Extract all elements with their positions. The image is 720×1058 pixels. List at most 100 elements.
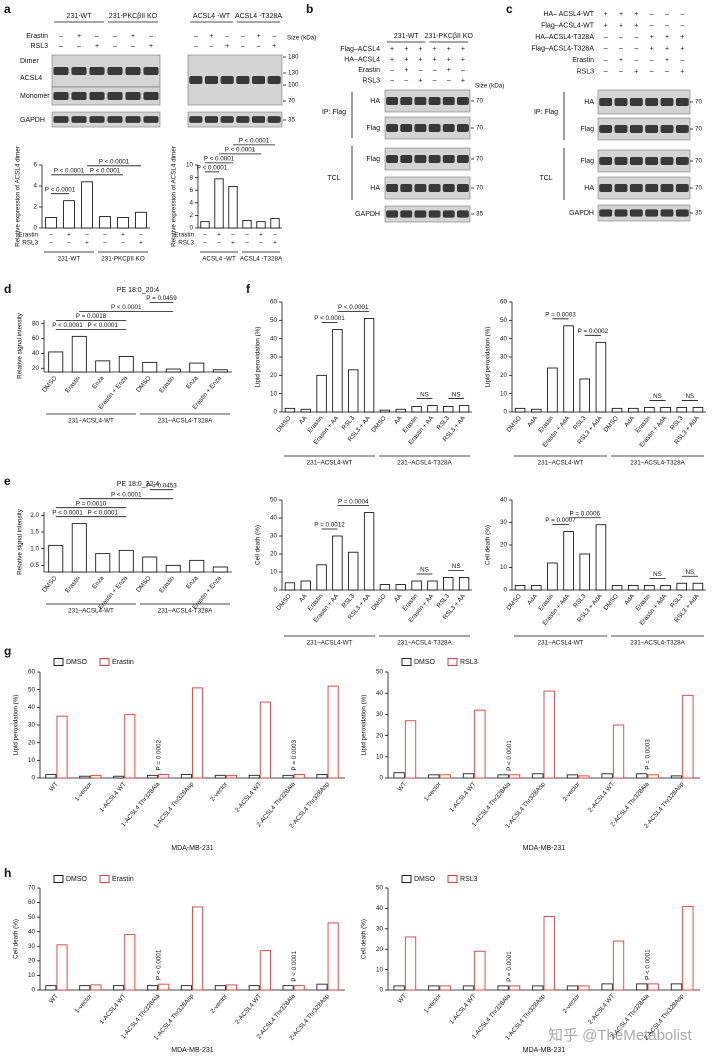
- bar: [612, 724, 625, 779]
- panel-label: d: [4, 282, 11, 296]
- y-tick-label: 10: [28, 757, 36, 764]
- size-marker: 70: [695, 99, 703, 106]
- y-tick-label: 6: [189, 187, 193, 194]
- blot-band: [414, 97, 427, 105]
- band-label: Dimer: [20, 58, 39, 65]
- legend-swatch: [447, 875, 458, 883]
- bar: [348, 369, 359, 413]
- blot-band: [143, 92, 159, 100]
- sign: –: [634, 57, 638, 64]
- size-marker: 180: [288, 54, 299, 61]
- bar: [79, 775, 91, 779]
- blot-band: [386, 155, 399, 163]
- sig-label: P < 0.0001: [314, 315, 345, 322]
- bar: [293, 985, 305, 991]
- sig-label: P = 0.0010: [76, 500, 107, 507]
- sig-label: P = 0.0012: [314, 522, 345, 529]
- sig-label: P < 0.0001: [54, 167, 85, 174]
- sign: –: [67, 240, 71, 247]
- band-label: Flag: [366, 125, 380, 132]
- sign: –: [390, 77, 394, 84]
- sign: –: [257, 43, 261, 50]
- sign: +: [272, 43, 276, 50]
- bar: [428, 985, 440, 991]
- row-label: RSL3: [362, 77, 380, 84]
- y-tick-label: 50: [270, 497, 278, 504]
- bar: [45, 774, 57, 779]
- sig-label: NS: [685, 393, 694, 400]
- group-label: 231-WT: [58, 256, 81, 263]
- group-label: 231–ACSL4-WT: [307, 640, 353, 647]
- y-axis-label: Relative signal intensity: [17, 312, 24, 379]
- bar: [611, 585, 623, 591]
- sig-label: P < 0.0001: [52, 322, 83, 329]
- sign: +: [273, 240, 277, 247]
- bar: [282, 774, 294, 779]
- blot-band: [386, 210, 399, 218]
- legend-label: DMSO: [414, 659, 436, 666]
- blot-band: [414, 124, 427, 132]
- y-tick-label: 2: [33, 204, 37, 211]
- band-label: HA: [584, 185, 594, 192]
- sig-label: P = 0.0459: [146, 295, 177, 302]
- blot-band: [220, 116, 234, 123]
- blot-band: [428, 124, 441, 132]
- blot-band: [125, 67, 141, 75]
- blot-band: [267, 76, 281, 84]
- sig-label: NS: [420, 391, 429, 398]
- y-tick-label: 10: [500, 564, 508, 571]
- blot-band: [414, 210, 427, 218]
- y-tick-label: 0: [503, 587, 507, 594]
- bar: [404, 936, 417, 991]
- blot-band: [251, 76, 266, 84]
- sign: +: [604, 22, 608, 29]
- sign: +: [131, 33, 135, 40]
- y-axis-label: Relative expression of ACSL4 dimer: [171, 146, 178, 247]
- sig-label: P < 0.0001: [225, 147, 256, 154]
- size-marker: 70: [288, 98, 296, 105]
- blot-band: [599, 157, 613, 165]
- sig-label: P < 0.0001: [645, 949, 652, 980]
- blot-band: [645, 184, 659, 192]
- side-label: IP: Flag: [534, 109, 558, 116]
- bar: [248, 774, 260, 779]
- legend-label: RSL3: [460, 659, 478, 666]
- sig-label: P < 0.0001: [99, 158, 130, 165]
- bar: [612, 940, 625, 991]
- blot-strip: [384, 147, 471, 171]
- blot-band: [442, 97, 455, 105]
- y-tick-label: 50: [270, 317, 278, 324]
- y-tick-label: 20: [28, 958, 36, 965]
- bar: [228, 186, 238, 229]
- sign: +: [665, 45, 669, 52]
- y-tick-label: 60: [28, 899, 36, 906]
- y-tick-label: 4: [189, 199, 193, 206]
- blot-band: [675, 209, 689, 217]
- sig-label: P < 0.0001: [155, 949, 162, 980]
- y-tick-label: 0.5: [30, 562, 39, 569]
- bar: [411, 580, 422, 591]
- size-marker: 35: [288, 117, 296, 124]
- sign: +: [77, 33, 81, 40]
- bar: [628, 407, 639, 413]
- size-marker: 70: [695, 185, 703, 192]
- sign: –: [665, 22, 669, 29]
- y-tick-label: 80: [32, 320, 40, 327]
- group-label: 231–ACSL4-WT: [538, 460, 584, 467]
- bar: [647, 983, 659, 991]
- legend-label: Erastin: [112, 659, 134, 666]
- bar: [45, 985, 57, 991]
- bar: [212, 369, 228, 373]
- group-label: 231–ACSL4-T328A: [630, 640, 685, 647]
- blot-band: [414, 155, 427, 163]
- sign: +: [390, 46, 394, 53]
- sign: +: [231, 240, 235, 247]
- bar: [259, 950, 271, 991]
- sign: –: [433, 67, 437, 74]
- sign: –: [418, 67, 422, 74]
- blot-band: [400, 97, 413, 105]
- bar: [332, 329, 343, 413]
- y-tick-label: 0: [379, 775, 383, 782]
- bar: [71, 523, 87, 573]
- bar: [462, 985, 475, 991]
